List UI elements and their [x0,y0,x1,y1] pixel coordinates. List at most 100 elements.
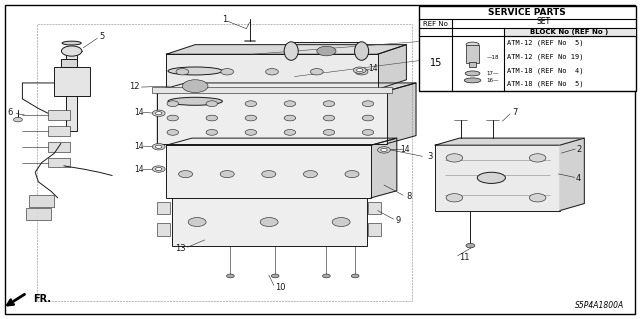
Ellipse shape [477,172,506,183]
Bar [435,145,560,211]
Text: ATM-18 (REF No  4): ATM-18 (REF No 4) [507,67,584,74]
Circle shape [303,171,317,178]
Ellipse shape [168,97,223,105]
Text: 16—: 16— [486,78,499,83]
Text: 7: 7 [512,108,517,117]
Text: 14: 14 [134,165,144,174]
Text: 4: 4 [576,174,581,183]
Text: 14: 14 [368,64,378,73]
Circle shape [206,101,218,107]
Circle shape [262,171,276,178]
Bar [54,67,90,96]
Polygon shape [560,138,584,211]
Circle shape [61,46,82,56]
Circle shape [206,130,218,135]
Circle shape [284,130,296,135]
Circle shape [245,115,257,121]
Circle shape [362,115,374,121]
Bar [466,45,479,63]
Ellipse shape [284,42,298,60]
Text: 13: 13 [175,244,186,253]
Bar [469,62,476,67]
Text: 11: 11 [460,253,470,262]
Text: 8: 8 [406,192,412,201]
Circle shape [260,218,278,226]
Ellipse shape [466,42,479,47]
Bar [26,208,51,220]
Circle shape [220,171,234,178]
Circle shape [167,130,179,135]
Circle shape [179,171,193,178]
Circle shape [245,130,257,135]
Circle shape [381,148,387,152]
Bar [61,59,77,67]
Circle shape [362,130,374,135]
Circle shape [529,194,546,202]
Circle shape [446,194,463,202]
Bar [152,87,392,93]
Text: 1: 1 [222,15,227,24]
Bar [157,202,170,214]
Bar [166,54,378,89]
Polygon shape [157,83,416,91]
Circle shape [167,115,179,121]
Text: 12: 12 [129,82,140,91]
Text: BLOCK No (REF No ): BLOCK No (REF No ) [531,29,609,35]
Bar [66,51,77,131]
Circle shape [378,147,390,153]
Circle shape [323,130,335,135]
Circle shape [266,69,278,75]
Circle shape [284,101,296,107]
Text: SERVICE PARTS: SERVICE PARTS [488,8,566,17]
Circle shape [221,69,234,75]
Ellipse shape [355,42,369,60]
Text: 9: 9 [396,216,401,225]
Circle shape [323,101,335,107]
Bar [37,24,412,301]
Bar [48,158,70,167]
Circle shape [152,144,165,150]
Bar [368,202,381,214]
Bar [172,198,367,246]
Circle shape [176,69,189,75]
Text: 6: 6 [8,108,13,117]
Circle shape [167,101,179,107]
Text: 14: 14 [400,145,410,154]
Polygon shape [157,83,179,144]
Polygon shape [166,138,397,145]
Circle shape [156,112,162,115]
Bar [48,126,70,136]
Circle shape [332,218,350,226]
Circle shape [529,154,546,162]
Text: SET: SET [537,17,551,26]
Ellipse shape [168,67,223,75]
Bar [157,91,387,144]
Circle shape [446,154,463,162]
Circle shape [362,101,374,107]
Bar [29,195,54,207]
Circle shape [355,69,368,75]
Text: 5: 5 [99,32,104,41]
Text: 10: 10 [275,283,285,292]
Bar [291,42,362,61]
Circle shape [466,243,475,248]
Text: ATM-12 (REF No 19): ATM-12 (REF No 19) [507,53,584,60]
Polygon shape [387,83,416,144]
Bar [157,223,170,236]
Circle shape [310,69,323,75]
Text: REF No: REF No [424,21,448,26]
Text: 14: 14 [134,108,144,117]
Bar [168,71,223,101]
Circle shape [356,69,363,72]
Polygon shape [435,145,560,211]
Bar [419,6,636,91]
Bar [504,28,636,36]
Circle shape [206,115,218,121]
Circle shape [353,67,366,73]
Circle shape [323,274,330,278]
Text: 2: 2 [576,145,581,154]
Circle shape [152,110,165,116]
Bar [166,145,371,198]
Text: ATM-12 (REF No  5): ATM-12 (REF No 5) [507,40,584,46]
Text: 15: 15 [429,58,442,69]
